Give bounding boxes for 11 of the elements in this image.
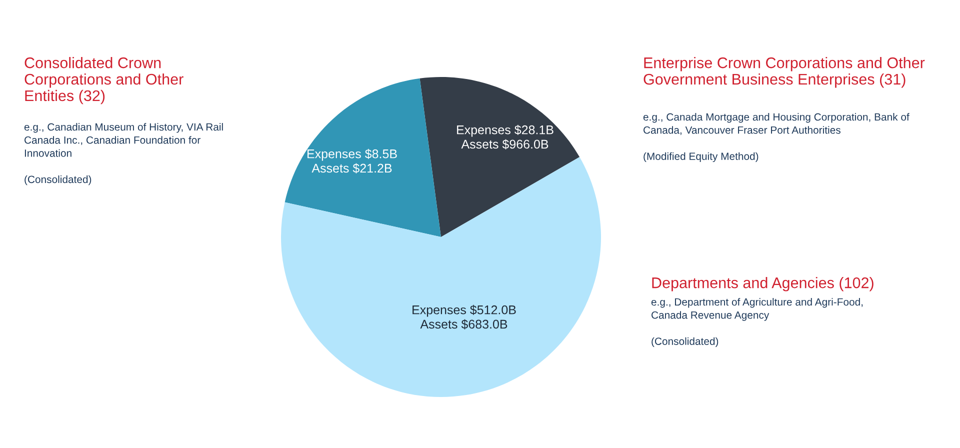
text: e.g., Department of Agriculture and Agri-Food, Canada Revenue Agency (Consolidated): [651, 298, 863, 348]
slice-label: Consolidated Crown Corporations and Other Entities (32): [24, 57, 184, 104]
slice-label: Departments and Agencies (102): [652, 277, 874, 292]
slice-label: Enterprise Crown Corporations and Other Government Business Enterprises (31): [644, 57, 925, 88]
text: e.g., Canada Mortgage and Housing Corporation, Bank of Canada, Vancouver Fraser Port Authorities (Modified Equity Method): [643, 113, 910, 162]
text: Expenses $512.0B Assets $683.0B: [412, 304, 516, 330]
pie-slice: [420, 77, 580, 237]
text: Expenses $28.1B Assets $966.0B: [457, 124, 554, 150]
text: Expenses $8.5B Assets $21.2B: [308, 148, 397, 174]
pie-slice: [284, 78, 441, 237]
text: e.g., Canadian Museum of History, VIA Rail Canada Inc., Canadian Foundation for Innovation (Consolidated): [24, 123, 223, 186]
